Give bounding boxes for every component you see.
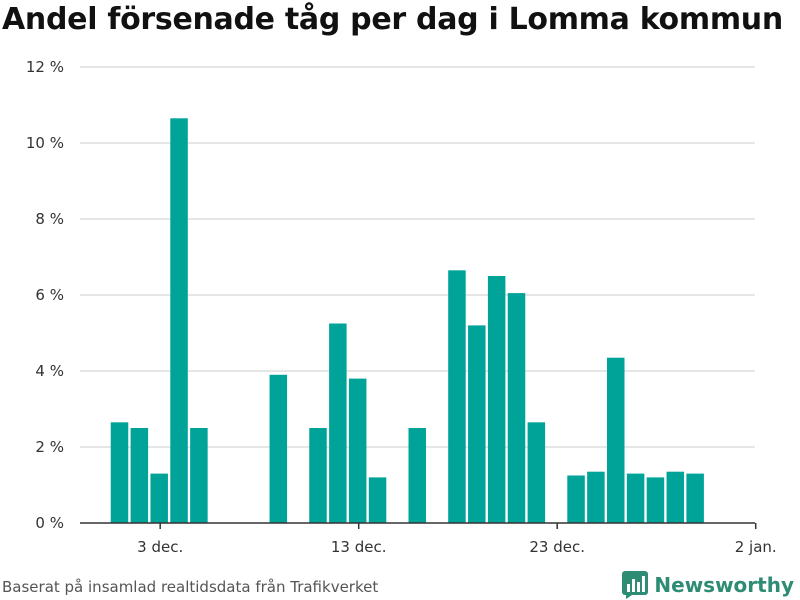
bar [309, 428, 327, 523]
bar [527, 422, 546, 523]
bar [408, 428, 426, 523]
bar [170, 118, 188, 524]
y-tick-label: 2 % [35, 438, 64, 456]
brand-logo: Newsworthy [622, 570, 794, 600]
bar [507, 293, 526, 523]
bar [607, 357, 625, 523]
bar-chart-logo-icon [622, 571, 649, 599]
bar [587, 471, 605, 523]
chart-title: Andel försenade tåg per dag i Lomma komm… [2, 2, 783, 37]
y-tick-label: 4 % [35, 362, 64, 380]
x-axis: 3 dec. 13 dec. 23 dec. 2 jan. [80, 522, 777, 556]
bar [686, 473, 704, 523]
bar [190, 428, 208, 523]
bar [448, 270, 466, 523]
y-tick-label: 8 % [35, 210, 64, 228]
bar [487, 276, 506, 523]
y-axis: 0 % 2 % 4 % 6 % 8 % 10 % 12 % [26, 58, 64, 532]
x-tick-label: 23 dec. [529, 538, 585, 556]
y-tick-label: 12 % [26, 58, 64, 76]
bar [368, 477, 387, 523]
bar [329, 323, 347, 523]
y-tick-label: 10 % [26, 134, 64, 152]
bar [626, 473, 645, 523]
bar [348, 378, 367, 523]
bars [110, 118, 704, 524]
bar [567, 475, 585, 523]
bar [468, 325, 486, 523]
x-tick-label: 3 dec. [137, 538, 183, 556]
bar [666, 471, 685, 523]
source-note: Baserat på insamlad realtidsdata från Tr… [2, 578, 379, 596]
bar [646, 477, 665, 523]
bar [150, 473, 168, 523]
bar [130, 428, 149, 523]
x-tick-label: 2 jan. [735, 538, 777, 556]
y-tick-label: 0 % [35, 514, 64, 532]
brand-name: Newsworthy [654, 573, 794, 597]
x-tick-label: 13 dec. [331, 538, 387, 556]
bar [110, 422, 129, 523]
bar [269, 374, 288, 523]
y-tick-label: 6 % [35, 286, 64, 304]
